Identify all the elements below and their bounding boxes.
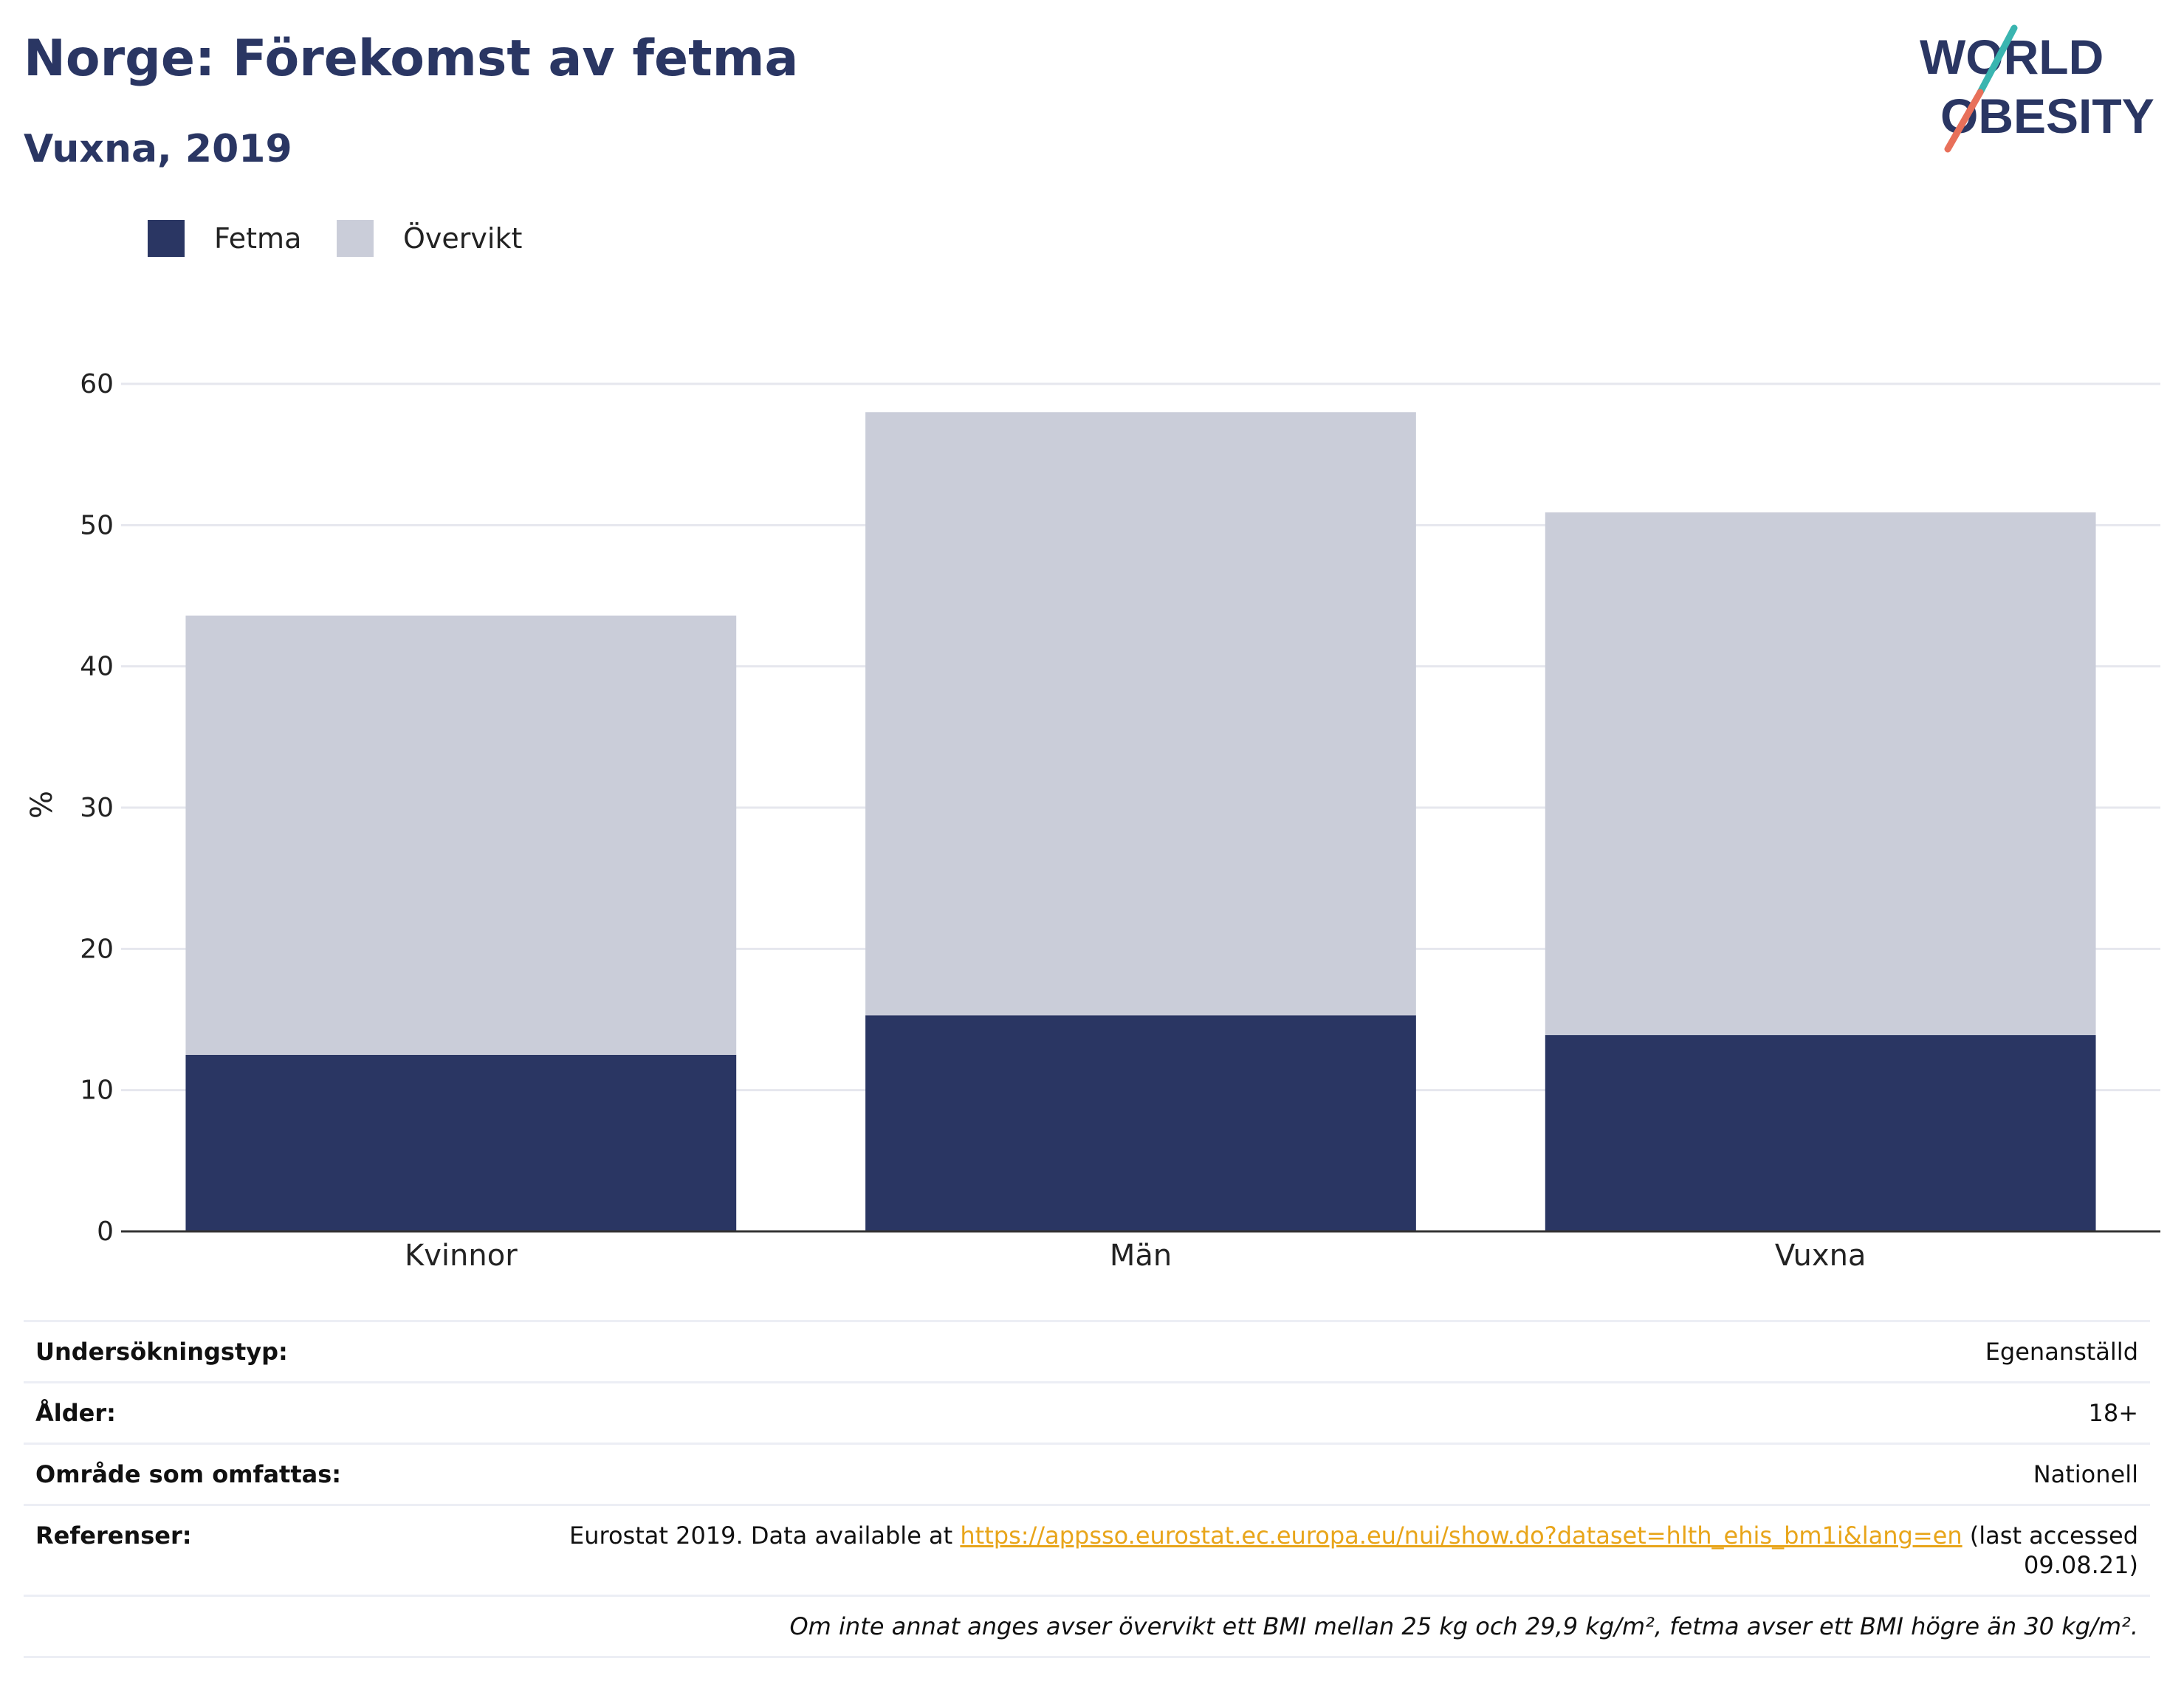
x-category-label: Vuxna [1775,1239,1867,1273]
bars [185,412,2096,1231]
y-tick-label: 20 [80,934,114,964]
age-label: Ålder: [35,1399,116,1427]
y-axis-label: % [25,791,59,819]
world-obesity-logo: WORLD OBESITY [1920,24,2154,153]
chart-subtitle: Vuxna, 2019 [24,127,292,171]
bar-overvikt-2[interactable] [1545,512,2096,1036]
info-row-area: Område som omfattas: Nationell [24,1443,2150,1504]
legend-label-fetma: Fetma [214,222,302,255]
logo-slash-bottom [1944,89,1984,153]
references-value: Eurostat 2019. Data available at https:/… [558,1506,2150,1580]
references-label: Referenser: [35,1522,192,1550]
x-category-label: Kvinnor [405,1239,518,1273]
survey-type-label: Undersökningstyp: [35,1338,288,1366]
footnote: Om inte annat anges avser övervikt ett B… [789,1612,2138,1640]
stacked-bar-chart: 0 10 20 30 40 50 60 Kvinnor Män Vuxna % [25,369,2160,1273]
bar-overvikt-1[interactable] [865,412,1416,1016]
references-link[interactable]: https://appsso.eurostat.ec.europa.eu/nui… [960,1522,1962,1550]
y-axis-ticks: 0 10 20 30 40 50 60 [80,369,114,1247]
y-tick-label: 50 [80,510,114,540]
y-tick-label: 30 [80,793,114,823]
legend-label-overvikt: Övervikt [403,222,523,255]
legend-swatch-fetma [148,220,185,257]
bar-fetma-0[interactable] [185,1054,737,1231]
x-axis-labels: Kvinnor Män Vuxna [405,1239,1866,1273]
logo-slash-top [1977,24,2018,96]
bar-fetma-1[interactable] [865,1015,1416,1231]
info-row-footnote: Om inte annat anges avser övervikt ett B… [24,1595,2150,1658]
x-category-label: Män [1110,1239,1172,1273]
references-prefix: Eurostat 2019. Data available at [569,1522,953,1550]
info-row-survey-type: Undersökningstyp: Egenanställd [24,1320,2150,1381]
references-suffix: (last accessed 09.08.21) [1969,1522,2138,1579]
info-row-references: Referenser: Eurostat 2019. Data availabl… [24,1504,2150,1595]
logo-line2: OBESITY [1940,89,2154,143]
area-value: Nationell [2033,1460,2138,1488]
survey-type-value: Egenanställd [1985,1338,2138,1366]
legend-swatch-overvikt [337,220,374,257]
chart-title: Norge: Förekomst av fetma [24,30,799,88]
age-value: 18+ [2088,1399,2138,1427]
info-table: Undersökningstyp: Egenanställd Ålder: 18… [24,1320,2150,1658]
y-tick-label: 40 [80,652,114,682]
bar-overvikt-0[interactable] [185,615,737,1055]
info-row-age: Ålder: 18+ [24,1381,2150,1443]
area-label: Område som omfattas: [35,1460,342,1488]
y-tick-label: 60 [80,369,114,399]
y-tick-label: 0 [97,1217,114,1247]
y-tick-label: 10 [80,1076,114,1106]
bar-fetma-2[interactable] [1545,1035,2096,1231]
